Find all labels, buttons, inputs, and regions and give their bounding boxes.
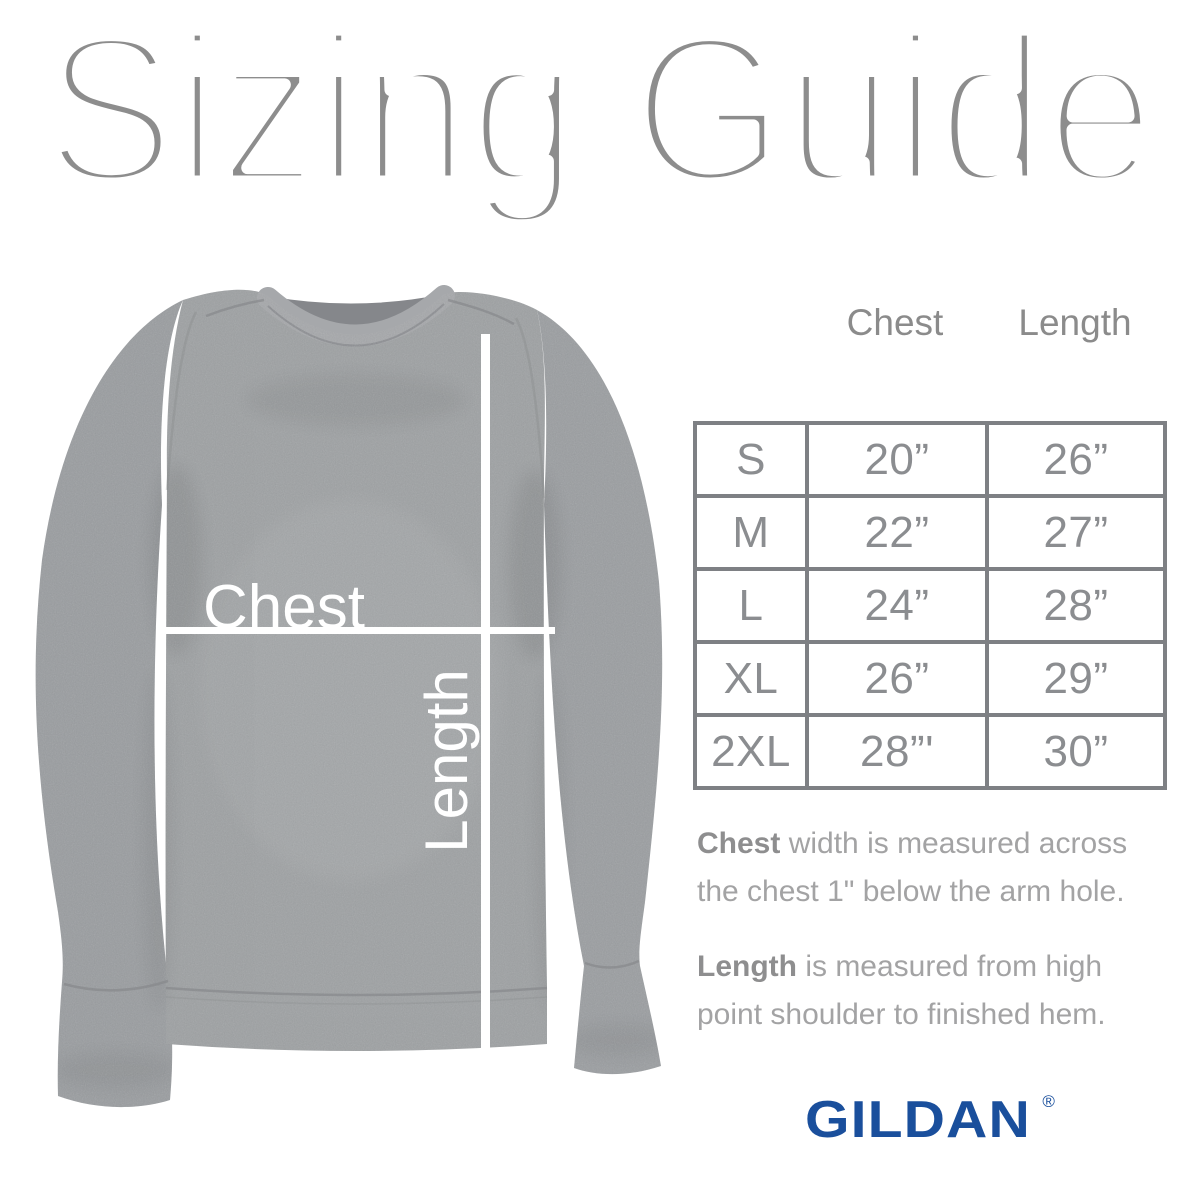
- registered-trademark-icon: ®: [1042, 1092, 1055, 1111]
- note-chest-text: width is measured across the chest 1" be…: [697, 827, 1128, 908]
- length-cell: 30”: [985, 713, 1167, 790]
- table-row: 2XL 28”' 30”: [693, 713, 1167, 790]
- size-cell: 2XL: [693, 713, 809, 790]
- page-title-graphic: Sizing Guide: [39, 0, 1162, 234]
- note-length-lead: Length: [697, 950, 797, 983]
- chest-cell: 22”: [805, 494, 989, 571]
- note-chest-lead: Chest: [697, 827, 781, 860]
- size-table: S 20” 26” M 22” 27” L 24” 28” XL 26” 29”…: [693, 421, 1167, 790]
- size-cell: M: [693, 494, 809, 571]
- note-chest: Chest width is measured across the chest…: [697, 820, 1167, 916]
- measurement-notes: Chest width is measured across the chest…: [697, 820, 1167, 1066]
- length-cell: 27”: [985, 494, 1167, 571]
- brand-logo-text: GILDAN: [805, 1091, 1031, 1149]
- chest-cell: 28”': [805, 713, 989, 790]
- column-header-length: Length: [1018, 302, 1132, 343]
- chest-measure-label: Chest: [203, 573, 365, 642]
- seam-lines: [63, 298, 640, 1005]
- table-row: XL 26” 29”: [693, 640, 1167, 717]
- length-measure-line: [481, 334, 490, 1048]
- chest-cell: 26”: [805, 640, 989, 717]
- brand-logo: GILDAN ®: [805, 1092, 1055, 1146]
- table-row: M 22” 27”: [693, 494, 1167, 571]
- note-length: Length is measured from high point shoul…: [697, 943, 1167, 1039]
- sweatshirt-illustration: [35, 285, 663, 1108]
- length-cell: 28”: [985, 567, 1167, 644]
- size-cell: XL: [693, 640, 809, 717]
- page-title: Sizing Guide: [45, 0, 1155, 227]
- size-cell: L: [693, 567, 809, 644]
- column-header-chest: Chest: [846, 302, 944, 343]
- table-row: L 24” 28”: [693, 567, 1167, 644]
- note-length-text: is measured from high point shoulder to …: [697, 950, 1106, 1031]
- size-cell: S: [693, 421, 809, 498]
- table-row: S 20” 26”: [693, 421, 1167, 498]
- length-measure-label: Length: [413, 669, 480, 853]
- length-cell: 29”: [985, 640, 1167, 717]
- length-cell: 26”: [985, 421, 1167, 498]
- chest-cell: 20”: [805, 421, 989, 498]
- chest-cell: 24”: [805, 567, 989, 644]
- chest-measure-line: [163, 627, 555, 634]
